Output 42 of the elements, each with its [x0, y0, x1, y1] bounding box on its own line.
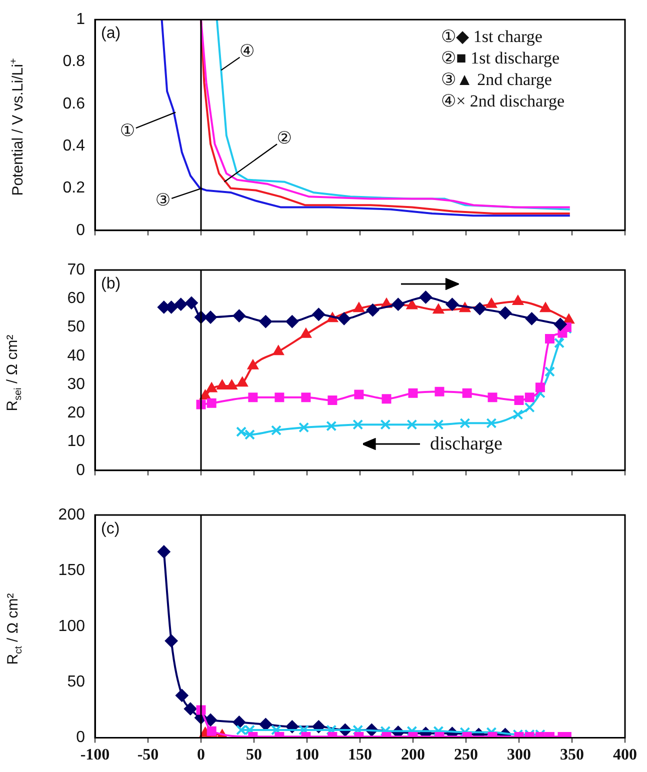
- x-tick-label: 100: [295, 746, 319, 764]
- y-tick-label: 1: [76, 11, 86, 28]
- y-tick-label: 40: [67, 347, 86, 364]
- annotation: ④: [240, 42, 255, 62]
- annotation: ①◆ 1st charge: [441, 26, 542, 46]
- x-tick-label: 200: [401, 746, 425, 764]
- annotation: ②■ 1st discharge: [441, 48, 560, 68]
- annotation: ①: [120, 120, 136, 141]
- y-tick-label: 0.2: [62, 180, 86, 197]
- y-tick-label: 0.6: [62, 95, 86, 112]
- y-tick-label: 30: [67, 376, 86, 393]
- y-tick-label: 0: [76, 222, 86, 239]
- y-tick-label: 70: [67, 261, 86, 278]
- y-tick-label: 50: [67, 674, 86, 691]
- y-tick-label: 20: [67, 404, 86, 422]
- y-tick-label: 0: [76, 462, 86, 479]
- annotation: ②: [276, 128, 292, 148]
- y-tick-label: 200: [58, 506, 86, 524]
- x-tick-label: 150: [348, 746, 372, 764]
- x-tick-label: 250: [454, 746, 478, 764]
- y-tick-label: 0.8: [62, 53, 86, 70]
- y-tick-label: 150: [58, 562, 86, 580]
- x-tick-label: 50: [246, 746, 262, 764]
- x-tick-label: 350: [560, 746, 584, 764]
- chart-title: (b): [101, 275, 121, 292]
- x-tick-label: 400: [613, 746, 637, 764]
- y-tick-label: 50: [67, 318, 86, 336]
- y-tick-label: 0: [76, 729, 86, 746]
- y-tick-label: 0.4: [62, 137, 86, 154]
- chart-title: (c): [101, 520, 120, 538]
- y-tick-label: 100: [58, 618, 86, 635]
- annotation: ④× 2nd discharge: [441, 91, 565, 110]
- x-tick-label: 0: [197, 746, 205, 764]
- annotation: discharge: [430, 433, 502, 454]
- y-tick-label: 10: [67, 433, 86, 450]
- y-tick-label: 60: [67, 290, 86, 308]
- x-tick-label: -100: [80, 746, 110, 764]
- x-tick-label: -50: [137, 746, 159, 764]
- chart-title: (a): [101, 25, 121, 42]
- annotation: ③: [155, 190, 171, 211]
- annotation: ③▲ 2nd charge: [441, 70, 552, 89]
- x-tick-label: 300: [507, 746, 531, 764]
